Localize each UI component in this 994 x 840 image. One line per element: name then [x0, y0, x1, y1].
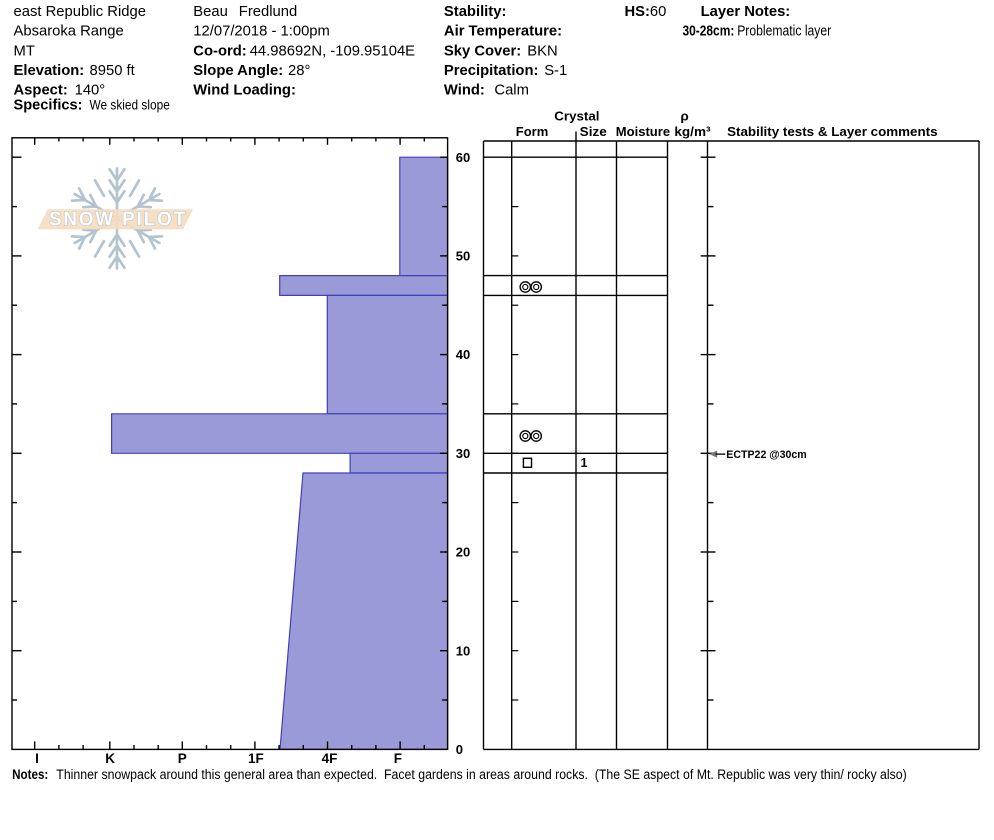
svg-text:Thinner snowpack around this g: Thinner snowpack around this general are…	[56, 767, 906, 783]
svg-text:Wind:Calm: Wind: Calm	[444, 83, 529, 99]
svg-text:10: 10	[456, 643, 470, 658]
svg-text:I: I	[35, 751, 39, 766]
svg-text:SNOW PILOT: SNOW PILOT	[49, 209, 187, 231]
svg-text:Wind Loading:: Wind Loading:	[193, 83, 296, 99]
svg-text:Aspect:140°: Aspect: 140°	[14, 83, 106, 99]
svg-text:Layer Notes:: Layer Notes:	[701, 4, 791, 20]
svg-text:Problematic layer: Problematic layer	[737, 24, 831, 40]
svg-text:12/07/2018 - 1:00pm: 12/07/2018 - 1:00pm	[193, 24, 330, 40]
svg-text:Stability:: Stability:	[444, 4, 506, 20]
svg-text:P: P	[178, 751, 187, 766]
svg-text:60: 60	[456, 150, 470, 165]
svg-text:Size: Size	[580, 124, 607, 139]
svg-text:Moisture: Moisture	[616, 124, 670, 139]
svg-text:Crystal: Crystal	[554, 109, 599, 124]
svg-text:40: 40	[456, 347, 470, 362]
svg-text:4F: 4F	[322, 751, 338, 766]
svg-text:east Republic Ridge: east Republic Ridge	[14, 4, 146, 20]
svg-text:Absaroka Range: Absaroka Range	[14, 24, 124, 40]
svg-text:We skied slope: We skied slope	[90, 97, 170, 113]
svg-text:HS:60: HS:60	[625, 4, 667, 20]
svg-text:20: 20	[456, 545, 470, 560]
svg-text:1F: 1F	[248, 751, 264, 766]
svg-text:K: K	[105, 751, 115, 766]
svg-text:Stability tests & Layer commen: Stability tests & Layer comments	[727, 124, 938, 139]
svg-text:Air Temperature:: Air Temperature:	[444, 24, 562, 40]
svg-text:Notes:: Notes:	[12, 766, 48, 782]
svg-text:F: F	[394, 751, 402, 766]
svg-text:Precipitation:S-1: Precipitation: S-1	[444, 63, 567, 79]
svg-text:30-28cm:: 30-28cm:	[683, 24, 735, 40]
svg-text:ρ: ρ	[680, 109, 688, 124]
svg-text:Specifics:: Specifics:	[14, 98, 83, 114]
svg-text:Co-ord:44.98692N, -109.95104E: Co-ord: 44.98692N, -109.95104E	[193, 43, 415, 59]
svg-text:Elevation:8950 ft: Elevation: 8950 ft	[14, 63, 135, 79]
svg-text:Slope Angle:28°: Slope Angle: 28°	[193, 63, 310, 79]
svg-text:Form: Form	[516, 124, 549, 139]
svg-text:1: 1	[581, 456, 588, 470]
svg-text:MT: MT	[14, 43, 35, 59]
svg-text:Sky Cover:BKN: Sky Cover: BKN	[444, 43, 558, 59]
svg-text:0: 0	[456, 742, 463, 757]
svg-text:50: 50	[456, 249, 470, 264]
svg-text:kg/m³: kg/m³	[674, 124, 711, 139]
svg-text:ECTP22 @30cm: ECTP22 @30cm	[726, 449, 806, 461]
svg-text:30: 30	[456, 446, 470, 461]
